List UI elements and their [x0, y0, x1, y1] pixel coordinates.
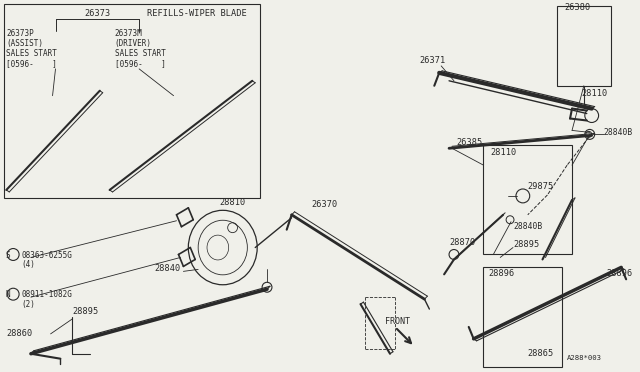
Text: 26373M: 26373M [115, 29, 142, 38]
Text: 28810: 28810 [220, 198, 246, 207]
Text: REFILLS-WIPER BLADE: REFILLS-WIPER BLADE [147, 9, 247, 18]
Text: 28860: 28860 [6, 329, 33, 338]
Text: [0596-    ]: [0596- ] [115, 59, 165, 68]
Text: 28896: 28896 [488, 269, 515, 278]
Bar [4, 4, 260, 198]
Text: [0596-    ]: [0596- ] [6, 59, 57, 68]
Bar [557, 6, 611, 86]
Text: 26385: 26385 [456, 138, 482, 147]
Text: 26373P: 26373P [6, 29, 34, 38]
Text: SALES START: SALES START [6, 49, 57, 58]
Text: 28865: 28865 [528, 349, 554, 358]
Text: N: N [5, 290, 10, 299]
Text: 28110: 28110 [490, 148, 516, 157]
Text: 28840: 28840 [154, 264, 180, 273]
Text: 26371: 26371 [420, 56, 446, 65]
Text: 28896: 28896 [607, 269, 633, 278]
Bar [483, 145, 572, 254]
Text: (ASSIST): (ASSIST) [6, 39, 44, 48]
Text: 28895: 28895 [72, 307, 99, 316]
Text: 26370: 26370 [311, 200, 337, 209]
Text: 29875: 29875 [528, 182, 554, 191]
Text: 08911-1082G: 08911-1082G [21, 290, 72, 299]
Text: SALES START: SALES START [115, 49, 165, 58]
Text: FRONT: FRONT [385, 317, 410, 326]
Text: (2): (2) [21, 300, 35, 309]
Text: S: S [5, 250, 10, 260]
Text: (DRIVER): (DRIVER) [115, 39, 152, 48]
Bar [483, 267, 562, 367]
Text: 26373: 26373 [84, 9, 111, 18]
Text: 26380: 26380 [564, 3, 591, 12]
Text: 08363-6255G: 08363-6255G [21, 250, 72, 260]
Text: 28840B: 28840B [604, 128, 633, 137]
Text: 28840B: 28840B [513, 222, 542, 231]
Text: A288*003: A288*003 [567, 355, 602, 361]
Text: 28110: 28110 [582, 89, 608, 98]
Text: 28895: 28895 [513, 240, 540, 248]
Text: (4): (4) [21, 260, 35, 269]
Text: 28870: 28870 [449, 238, 476, 247]
